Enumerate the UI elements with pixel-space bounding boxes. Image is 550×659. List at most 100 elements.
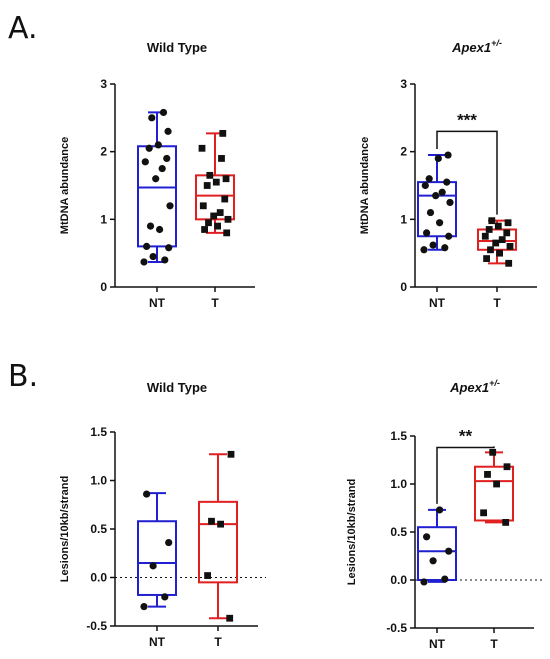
data-point — [140, 603, 148, 611]
data-point — [165, 538, 173, 547]
y-tick-label: 0 — [100, 280, 107, 294]
data-point — [216, 209, 224, 216]
data-point — [145, 144, 153, 152]
data-point — [436, 219, 444, 227]
box-iqr — [417, 526, 457, 582]
panel-label-a: A. — [8, 11, 38, 46]
chart-title: Apex1+/- — [451, 38, 502, 55]
data-point — [222, 175, 230, 183]
chart-title: Wild Type — [147, 40, 207, 55]
box-NT — [137, 108, 177, 266]
data-point — [502, 519, 510, 526]
y-tick-label: 1.5 — [90, 425, 107, 439]
data-point — [154, 141, 162, 149]
data-point — [421, 181, 429, 190]
data-point — [206, 171, 214, 179]
chart-title-text: Wild Type — [147, 40, 207, 55]
data-point — [429, 557, 437, 565]
x-tick-label: T — [490, 637, 498, 651]
box-iqr — [198, 500, 238, 584]
data-point — [423, 533, 431, 541]
data-point — [425, 175, 433, 183]
data-point — [152, 175, 160, 183]
y-axis-label: MtDNA abundance — [359, 137, 371, 234]
y-tick-label: -0.5 — [86, 619, 107, 633]
panel-label-b: B. — [8, 359, 38, 394]
y-axis-label: Lesions/10kb/strand — [346, 479, 358, 585]
significance-bracket: ** — [436, 427, 495, 504]
data-point — [158, 164, 166, 173]
data-point — [205, 219, 212, 227]
y-tick-label: 0 — [400, 280, 407, 294]
chart-B-apex: Apex1+/- Lesions/10kb/strand -0.5 0.0 0.5 1.0… — [346, 378, 542, 651]
x-tick-label: T — [214, 635, 222, 649]
data-point — [165, 244, 173, 252]
box-T — [474, 448, 514, 526]
data-point — [141, 158, 149, 166]
data-point — [436, 506, 444, 514]
y-tick-label: 1 — [100, 212, 107, 226]
x-tick-label: NT — [149, 296, 166, 310]
chart-title-text: Apex1 — [451, 40, 491, 55]
data-point — [227, 450, 235, 458]
data-point — [429, 241, 437, 249]
data-point — [503, 463, 511, 471]
data-point — [423, 229, 431, 237]
data-point — [156, 225, 164, 234]
data-point — [484, 471, 491, 478]
y-tick-label: 1 — [400, 212, 407, 226]
data-point — [224, 215, 232, 223]
y-tick-label: 0.5 — [90, 522, 107, 536]
chart-title-superscript: +/- — [491, 38, 502, 48]
data-point — [496, 249, 503, 257]
data-point — [208, 517, 215, 525]
data-point — [441, 244, 449, 252]
chart-A-wt: Wild Type MtDNA abundance 0 1 2 3 NT T — [59, 40, 255, 310]
chart-A-apex: Apex1+/- MtDNA abundance 0 1 2 3 NT T *** — [359, 38, 537, 310]
data-point — [212, 178, 220, 186]
y-axis-label: MtDNA abundance — [59, 137, 71, 234]
data-point — [426, 208, 435, 217]
data-point — [226, 614, 234, 622]
data-point — [438, 188, 446, 196]
data-point — [143, 490, 151, 498]
y-tick-label: 0.5 — [390, 525, 407, 539]
data-point — [149, 252, 157, 261]
data-point — [498, 236, 506, 244]
data-point — [146, 222, 155, 230]
data-point — [223, 229, 231, 237]
y-tick-label: 1.0 — [90, 474, 107, 488]
data-point — [164, 127, 172, 135]
data-point — [434, 154, 442, 163]
data-point — [420, 578, 428, 586]
data-point — [201, 226, 208, 233]
x-tick-label: T — [493, 296, 501, 310]
chart-title-text: Apex1 — [449, 380, 489, 395]
significance-label: ** — [459, 427, 473, 446]
data-point — [489, 448, 497, 456]
data-point — [214, 222, 221, 230]
data-point — [218, 155, 225, 162]
chart-B-wt: Wild Type Lesions/10kb/strand -0.5 0.0 0.5 1.… — [59, 380, 266, 649]
data-point — [485, 226, 493, 233]
data-point — [445, 232, 453, 240]
bracket-line — [436, 130, 498, 215]
y-tick-label: 2 — [400, 145, 407, 159]
chart-title: Wild Type — [147, 380, 207, 395]
data-point — [432, 192, 440, 200]
data-point — [483, 255, 490, 262]
data-point — [210, 212, 218, 220]
y-tick-label: 3 — [100, 77, 107, 91]
significance-label: *** — [457, 110, 477, 129]
box-NT — [417, 506, 457, 586]
x-tick-label: NT — [429, 637, 446, 651]
data-point — [163, 154, 171, 163]
data-point — [140, 258, 148, 266]
data-point — [506, 243, 514, 250]
box-iqr — [474, 465, 514, 522]
box-NT — [417, 151, 457, 254]
significance-bracket: *** — [436, 110, 498, 215]
y-tick-label: 3 — [400, 77, 407, 91]
